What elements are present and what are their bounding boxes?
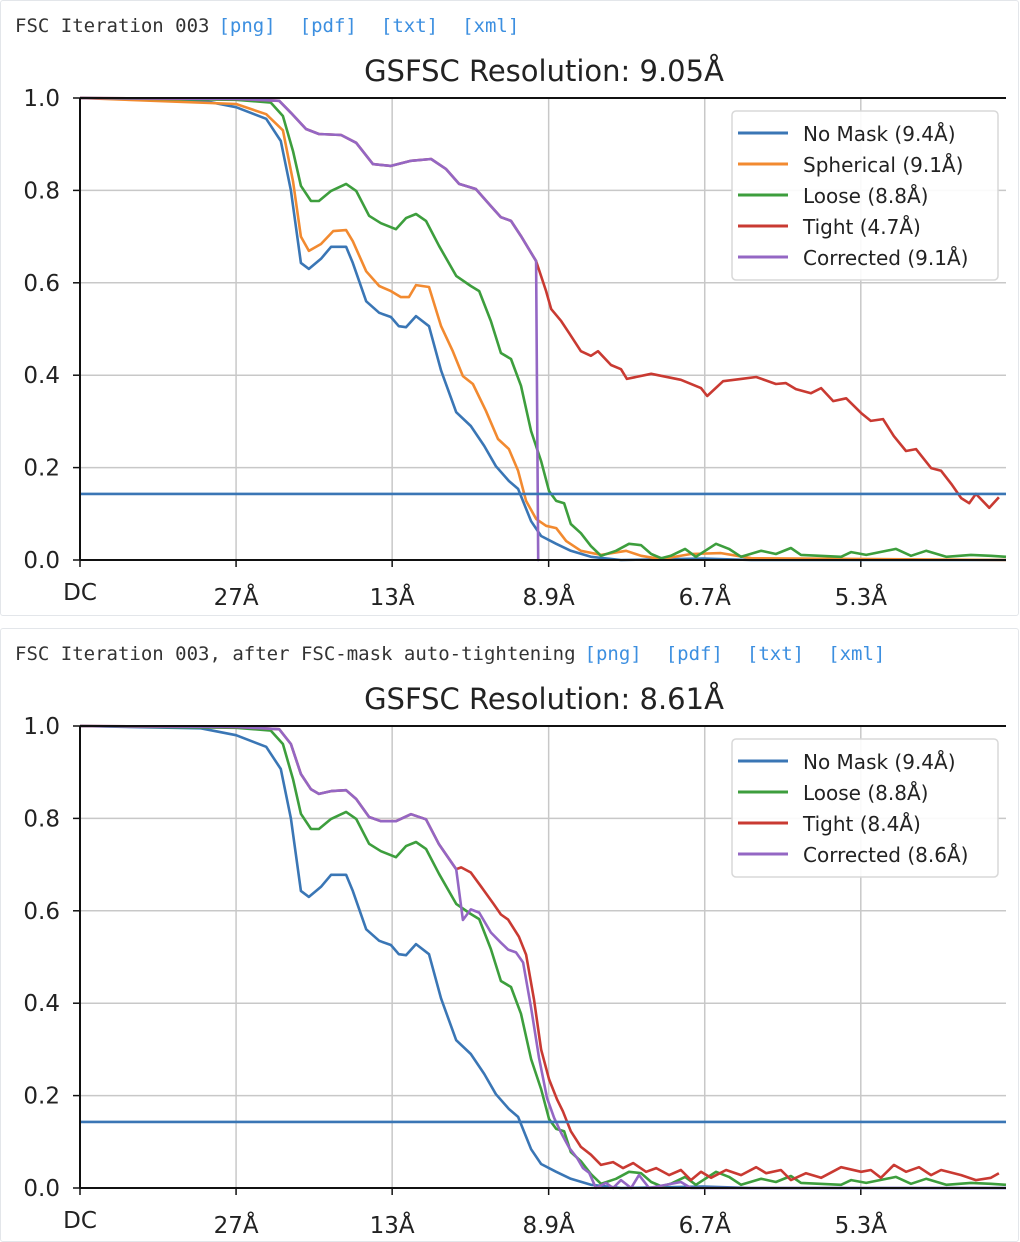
legend-label: Corrected (8.6Å) [803, 843, 968, 867]
series-line-no [79, 96, 1006, 562]
y-tick-label: 0.8 [23, 178, 60, 204]
txt-link[interactable]: [txt] [746, 643, 805, 665]
chart-title: GSFSC Resolution: 9.05Å [364, 54, 724, 88]
y-tick-label: 0.4 [23, 363, 60, 389]
panel-header: FSC Iteration 003, after FSC-mask auto-t… [15, 643, 885, 665]
legend-label: Corrected (9.1Å) [803, 246, 968, 270]
legend-label: Tight (4.7Å) [802, 215, 921, 239]
legend-label: Loose (8.8Å) [803, 184, 928, 208]
xml-link[interactable]: [xml] [462, 15, 520, 37]
y-tick-label: 0.0 [23, 548, 60, 574]
x-tick-label: 13Å [370, 1211, 415, 1239]
x-tick-label: 13Å [370, 583, 415, 611]
y-tick-label: 0.6 [23, 899, 60, 925]
x-tick-label: 6.7Å [679, 1211, 732, 1239]
txt-link[interactable]: [txt] [380, 15, 439, 37]
legend-label: Spherical (9.1Å) [803, 153, 963, 177]
panel-header: FSC Iteration 003 [png] [pdf] [txt] [xml] [15, 15, 519, 37]
x-tick-label: 5.3Å [835, 583, 888, 611]
series-line-loose [79, 96, 1007, 560]
fsc-panel-auto-tightening: FSC Iteration 003, after FSC-mask auto-t… [0, 628, 1019, 1242]
y-tick-label: 0.2 [23, 1084, 60, 1110]
legend-label: No Mask (9.4Å) [803, 750, 956, 774]
y-tick-label: 0.8 [23, 806, 60, 832]
legend-label: Tight (8.4Å) [802, 812, 921, 836]
png-link[interactable]: [png] [218, 15, 276, 37]
png-link[interactable]: [png] [584, 643, 642, 665]
x-tick-label: 6.7Å [679, 583, 732, 611]
series-line-loose [79, 724, 1007, 1188]
series-line-no [79, 724, 1006, 1190]
legend-label: No Mask (9.4Å) [803, 122, 956, 146]
y-tick-label: 0.2 [23, 456, 60, 482]
series-line-corrected [79, 96, 540, 562]
x-tick-label: 8.9Å [522, 1211, 575, 1239]
pdf-link[interactable]: [pdf] [665, 643, 723, 665]
y-tick-label: 0.4 [23, 991, 60, 1017]
y-tick-label: 0.0 [23, 1176, 60, 1202]
y-tick-label: 1.0 [23, 714, 60, 740]
y-tick-label: 0.6 [23, 271, 60, 297]
x-tick-label: DC [63, 580, 97, 606]
fsc-chart: GSFSC Resolution: 8.61Å DC 27Å 13Å 8.9Å 6.7Å 5… [23, 682, 1007, 1239]
legend-box [731, 110, 999, 281]
legend-box [731, 738, 999, 878]
legend: No Mask (9.4Å) Spherical (9.1Å) Loose (8.8… [731, 110, 999, 281]
y-tick-label: 1.0 [23, 86, 60, 112]
fsc-chart: GSFSC Resolution: 9.05Å DC 27Å 13Å 8.9Å 6.7Å 5… [23, 54, 1007, 611]
x-tick-label: DC [63, 1208, 97, 1234]
pdf-link[interactable]: [pdf] [299, 15, 357, 37]
legend-label: Loose (8.8Å) [803, 781, 928, 805]
xml-link[interactable]: [xml] [828, 643, 886, 665]
panel-title: FSC Iteration 003 [15, 15, 210, 37]
x-tick-label: 27Å [214, 583, 259, 611]
chart-title: GSFSC Resolution: 8.61Å [364, 682, 724, 716]
x-tick-label: 27Å [214, 1211, 259, 1239]
legend: No Mask (9.4Å) Loose (8.8Å) Tight (8.4Å) Co… [731, 738, 999, 878]
fsc-panel-iteration: FSC Iteration 003 [png] [pdf] [txt] [xml] GS… [0, 0, 1019, 616]
x-tick-label: 5.3Å [835, 1211, 888, 1239]
x-tick-label: 8.9Å [522, 583, 575, 611]
panel-title: FSC Iteration 003, after FSC-mask auto-t… [15, 643, 576, 665]
